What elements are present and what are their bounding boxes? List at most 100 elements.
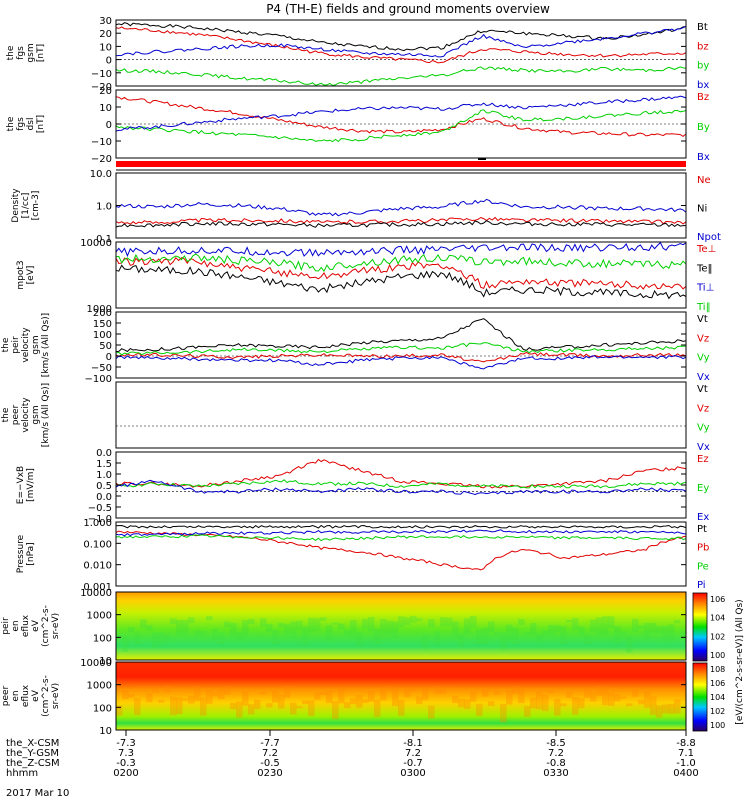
series-line-Ex xyxy=(115,479,687,496)
y-tick-label: 10 xyxy=(99,726,112,737)
series-line-Ti⊥ xyxy=(115,241,687,258)
heatmap-texture xyxy=(158,699,165,703)
y-tick-label: 10000 xyxy=(80,588,112,599)
heatmap-texture xyxy=(410,687,417,692)
y-tick-label: 20 xyxy=(99,29,112,40)
series-line-Ni xyxy=(115,220,686,228)
heatmap-texture xyxy=(194,685,201,702)
y-axis-label: peer xyxy=(1,685,11,706)
y-tick-label: 0.0 xyxy=(96,448,112,459)
series-line-Pe xyxy=(115,534,687,542)
series-line-Bx xyxy=(115,95,687,132)
heatmap-texture xyxy=(512,627,519,645)
series-line-Vy xyxy=(115,342,687,356)
heatmap-texture xyxy=(566,619,573,623)
heatmap-texture xyxy=(188,695,195,704)
heatmap-texture xyxy=(668,703,675,714)
y-axis-label: fgs xyxy=(16,46,26,60)
heatmap-texture xyxy=(362,618,369,629)
colorbar-tick-label: 102 xyxy=(710,632,725,641)
y-tick-label: 100 xyxy=(93,633,112,644)
y-tick-label: 150 xyxy=(93,319,112,330)
heatmap-texture xyxy=(422,634,429,650)
heatmap-texture xyxy=(560,626,567,644)
heatmap-texture xyxy=(320,617,327,621)
heatmap-texture xyxy=(572,696,579,715)
heatmap-texture xyxy=(158,632,165,645)
x-tick-label: -0.3 xyxy=(116,758,136,769)
y-axis-label: fgs xyxy=(16,117,26,131)
y-axis-label: Pressure xyxy=(16,534,26,573)
y-tick-label: 20 xyxy=(99,86,112,97)
x-tick-label: 7.2 xyxy=(405,748,421,759)
heatmap-texture xyxy=(278,694,285,709)
series-line-Vt xyxy=(115,318,687,353)
heatmap-texture xyxy=(632,619,639,632)
heatmap-texture xyxy=(344,702,351,709)
heatmap-texture xyxy=(644,623,651,640)
heatmap-texture xyxy=(170,696,177,716)
heatmap-texture xyxy=(596,686,603,696)
heatmap-texture xyxy=(182,620,189,637)
legend-Bx: Bx xyxy=(697,152,710,163)
heatmap-texture xyxy=(596,617,603,635)
x-row-label: the_Z-CSM xyxy=(6,758,60,769)
status-bar xyxy=(116,161,686,167)
series-line-Vx xyxy=(115,354,687,370)
series-line-by xyxy=(115,66,687,86)
x-tick-label: 7.1 xyxy=(678,748,694,759)
y-tick-label: 10000 xyxy=(80,238,112,249)
y-axis-label: en xyxy=(11,690,21,701)
legend-Ni: Ni xyxy=(697,204,707,215)
panel-peer_eflux: 10000 1000 100 10 thepeerenefluxeV(cm^2-s-sr… xyxy=(0,658,687,737)
colorbar-tick-label: 108 xyxy=(710,665,725,674)
heatmap-texture xyxy=(446,686,453,689)
heatmap-texture xyxy=(224,686,231,695)
x-tick-label: 0330 xyxy=(543,768,568,779)
heatmap-texture xyxy=(542,630,549,637)
y-axis-label: the xyxy=(6,116,16,131)
panel-fgs_gsm: 30 20 10 0 −10 −20 the fgs gsm [nT] Bt bz by bx xyxy=(6,16,709,93)
x-tick-label: -0.5 xyxy=(260,758,280,769)
x-row-label: the_Y-GSM xyxy=(6,748,59,759)
y-tick-label: 0 xyxy=(106,56,112,67)
heatmap-texture xyxy=(392,621,399,639)
y-axis-label: sr-eV) xyxy=(51,613,61,639)
heatmap-texture xyxy=(164,686,171,693)
heatmap-texture xyxy=(374,629,381,645)
x-tick-label: 0230 xyxy=(257,768,282,779)
colorbar-tick-label: 102 xyxy=(710,707,725,716)
heatmap-texture xyxy=(356,695,363,708)
y-axis-label: [nPa] xyxy=(26,542,36,565)
heatmap-texture xyxy=(236,701,243,718)
heatmap-texture xyxy=(284,686,291,698)
y-axis-label: velocity xyxy=(21,327,31,363)
heatmap-texture xyxy=(146,693,153,703)
y-tick-label: 10 xyxy=(99,42,112,53)
y-tick-label: −50 xyxy=(91,363,112,374)
x-row-label: hhmm xyxy=(6,768,38,779)
heatmap-texture xyxy=(464,699,471,709)
heatmap-texture xyxy=(566,692,573,698)
heatmap-texture xyxy=(116,633,123,639)
heatmap-texture xyxy=(452,621,459,637)
heatmap-texture xyxy=(266,623,273,632)
legend-Pb: Pb xyxy=(697,543,709,554)
y-tick-label: 100 xyxy=(93,330,112,341)
legend-Ne: Ne xyxy=(697,175,711,186)
heatmap-texture xyxy=(272,691,279,703)
heatmap-texture xyxy=(338,623,345,630)
heatmap-texture xyxy=(224,621,231,628)
heatmap-texture xyxy=(350,698,357,705)
panel-efield: 0.01.51.00.50.0−0.5−1.0E=−VxB [mV/m]EzEyE… xyxy=(16,448,709,525)
heatmap-texture xyxy=(272,629,279,644)
x-tick-label: -0.7 xyxy=(403,758,423,769)
heatmap-texture xyxy=(152,632,159,648)
y-axis-label: eflux xyxy=(21,684,31,707)
heatmap-texture xyxy=(308,617,315,633)
heatmap-texture xyxy=(584,689,591,698)
y-axis-label: peir xyxy=(1,617,11,635)
heatmap-texture xyxy=(536,691,543,710)
y-tick-label: 1.000 xyxy=(83,518,112,529)
